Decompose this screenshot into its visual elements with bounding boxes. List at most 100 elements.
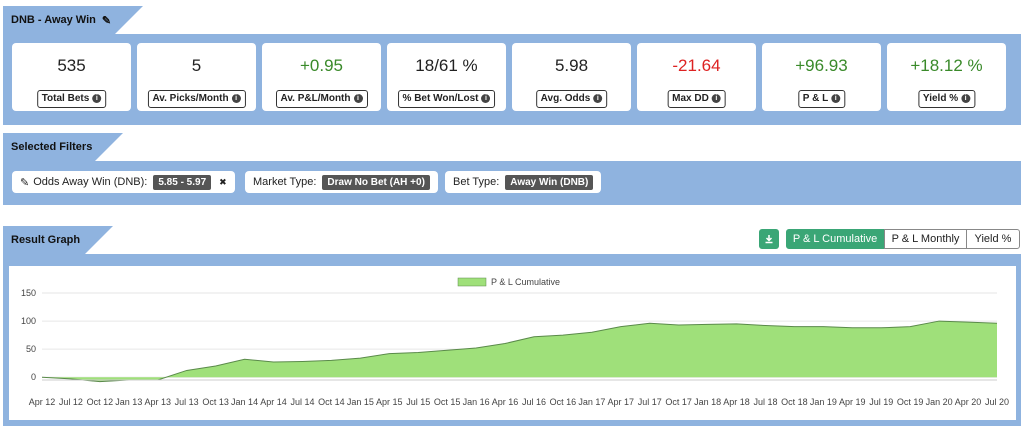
x-tick-label: Apr 20 — [955, 397, 982, 407]
close-icon[interactable]: ✖ — [219, 176, 227, 187]
page-title: DNB - Away Win — [11, 14, 96, 26]
stat-label-text: Total Bets — [41, 93, 90, 104]
x-tick-label: Jul 17 — [638, 397, 662, 407]
info-icon[interactable]: i — [481, 93, 491, 103]
x-tick-label: Jul 19 — [869, 397, 893, 407]
tab-pl-cumulative-label: P & L Cumulative — [792, 233, 878, 245]
filter-bet-label: Bet Type: — [453, 176, 500, 188]
x-tick-label: Apr 16 — [492, 397, 519, 407]
x-tick-label: Apr 14 — [260, 397, 287, 407]
graph-title: Result Graph — [11, 234, 81, 246]
stat-value: 5.98 — [554, 56, 589, 75]
stats-panel: 535 Total Bets i 5 Av. Picks/Month i +0.95 Av. … — [3, 34, 1021, 125]
filter-market-label: Market Type: — [253, 176, 317, 188]
stat-label[interactable]: Total Bets i — [36, 90, 107, 108]
x-tick-label: Jan 13 — [115, 397, 142, 407]
x-tick-label: Jul 13 — [175, 397, 199, 407]
filters-panel: ✎ Odds Away Win (DNB): 5.85 - 5.97 ✖ Mar… — [3, 161, 1021, 205]
x-tick-label: Jan 20 — [926, 397, 953, 407]
stat-card: +18.12 % Yield % i — [887, 43, 1006, 111]
info-icon[interactable]: i — [353, 93, 363, 103]
stat-card: 18/61 % % Bet Won/Lost i — [387, 43, 506, 111]
pl-cumulative-chart: P & L Cumulative 0 50 100 150 Apr 12 Jul 12 Oct… — [21, 277, 1009, 407]
stat-label-text: Av. Picks/Month — [152, 93, 229, 104]
download-button[interactable] — [759, 229, 779, 249]
tab-pl-cumulative[interactable]: P & L Cumulative — [786, 229, 884, 249]
filter-odds-value: 5.85 - 5.97 — [153, 174, 212, 190]
filters-tab: Selected Filters — [3, 133, 123, 161]
series-line — [41, 320, 998, 383]
stat-card: +0.95 Av. P&L/Month i — [262, 43, 381, 111]
stat-label[interactable]: % Bet Won/Lost i — [397, 90, 496, 108]
info-icon[interactable]: i — [92, 93, 102, 103]
x-tick-label: Oct 12 — [87, 397, 114, 407]
x-tick-label: Apr 19 — [839, 397, 866, 407]
title-tab: DNB - Away Win ✎ — [3, 6, 143, 34]
x-tick-label: Jan 16 — [463, 397, 490, 407]
stat-value: 5 — [191, 56, 202, 75]
pencil-icon[interactable]: ✎ — [20, 176, 30, 189]
stat-label[interactable]: Avg. Odds i — [535, 90, 608, 108]
pencil-icon[interactable]: ✎ — [101, 14, 112, 27]
info-icon[interactable]: i — [961, 93, 971, 103]
info-icon[interactable]: i — [231, 93, 241, 103]
x-tick-label: Oct 19 — [897, 397, 924, 407]
stat-value: +0.95 — [299, 56, 343, 75]
info-icon[interactable]: i — [593, 93, 603, 103]
x-tick-label: Oct 16 — [550, 397, 577, 407]
stat-value: +18.12 % — [910, 56, 983, 75]
stat-value: -21.64 — [672, 56, 721, 75]
x-tick-label: Apr 15 — [376, 397, 403, 407]
tab-yield[interactable]: Yield % — [966, 229, 1020, 249]
x-tick-label: Jan 14 — [231, 397, 258, 407]
x-tick-label: Jan 19 — [810, 397, 837, 407]
tab-pl-monthly[interactable]: P & L Monthly — [884, 229, 967, 249]
stat-card: 5 Av. Picks/Month i — [137, 43, 256, 111]
x-tick-label: Jan 15 — [347, 397, 374, 407]
stat-label[interactable]: Yield % i — [917, 90, 976, 108]
y-tick-label: 100 — [21, 316, 36, 326]
stat-label[interactable]: Av. Picks/Month i — [147, 90, 246, 108]
legend-swatch[interactable] — [457, 277, 487, 287]
filter-odds-label: Odds Away Win (DNB): — [33, 176, 148, 188]
stat-label-text: Yield % — [922, 93, 959, 104]
filter-bet-value: Away Win (DNB) — [505, 174, 594, 190]
x-tick-label: Jan 18 — [694, 397, 721, 407]
stat-card: -21.64 Max DD i — [637, 43, 756, 111]
x-tick-label: Oct 17 — [665, 397, 692, 407]
x-tick-label: Apr 17 — [608, 397, 635, 407]
x-tick-label: Oct 13 — [202, 397, 229, 407]
stat-label[interactable]: Av. P&L/Month i — [275, 90, 368, 108]
stat-label-text: P & L — [802, 93, 829, 104]
x-tick-label: Jul 14 — [290, 397, 314, 407]
filter-market-value: Draw No Bet (AH +0) — [322, 174, 430, 190]
info-icon[interactable]: i — [831, 93, 841, 103]
filter-market-chip: Market Type: Draw No Bet (AH +0) — [245, 171, 438, 193]
x-tick-label: Apr 12 — [29, 397, 56, 407]
x-tick-label: Oct 15 — [434, 397, 461, 407]
tab-pl-monthly-label: P & L Monthly — [891, 233, 960, 245]
filter-odds-chip[interactable]: ✎ Odds Away Win (DNB): 5.85 - 5.97 ✖ — [12, 171, 235, 193]
stat-label-text: Max DD — [672, 93, 709, 104]
stat-label-text: Avg. Odds — [540, 93, 591, 104]
y-tick-label: 50 — [26, 344, 36, 354]
legend-label[interactable]: P & L Cumulative — [491, 277, 560, 287]
area-fill — [42, 321, 997, 382]
stat-value: +96.93 — [795, 56, 848, 75]
y-tick-label: 0 — [31, 372, 36, 382]
x-tick-label: Apr 18 — [723, 397, 750, 407]
filter-bet-chip: Bet Type: Away Win (DNB) — [445, 171, 602, 193]
download-icon — [765, 235, 773, 244]
stat-label[interactable]: Max DD i — [667, 90, 726, 108]
stat-label-text: Av. P&L/Month — [280, 93, 351, 104]
info-icon[interactable]: i — [711, 93, 721, 103]
stat-value: 18/61 % — [415, 56, 478, 75]
x-tick-label: Oct 14 — [318, 397, 345, 407]
x-tick-label: Jan 17 — [578, 397, 605, 407]
chart-area: P & L Cumulative 0 50 100 150 Apr 12 Jul 12 Oct… — [9, 266, 1016, 420]
y-tick-label: 150 — [21, 288, 36, 298]
x-tick-label: Apr 13 — [144, 397, 171, 407]
x-tick-label: Oct 18 — [781, 397, 808, 407]
